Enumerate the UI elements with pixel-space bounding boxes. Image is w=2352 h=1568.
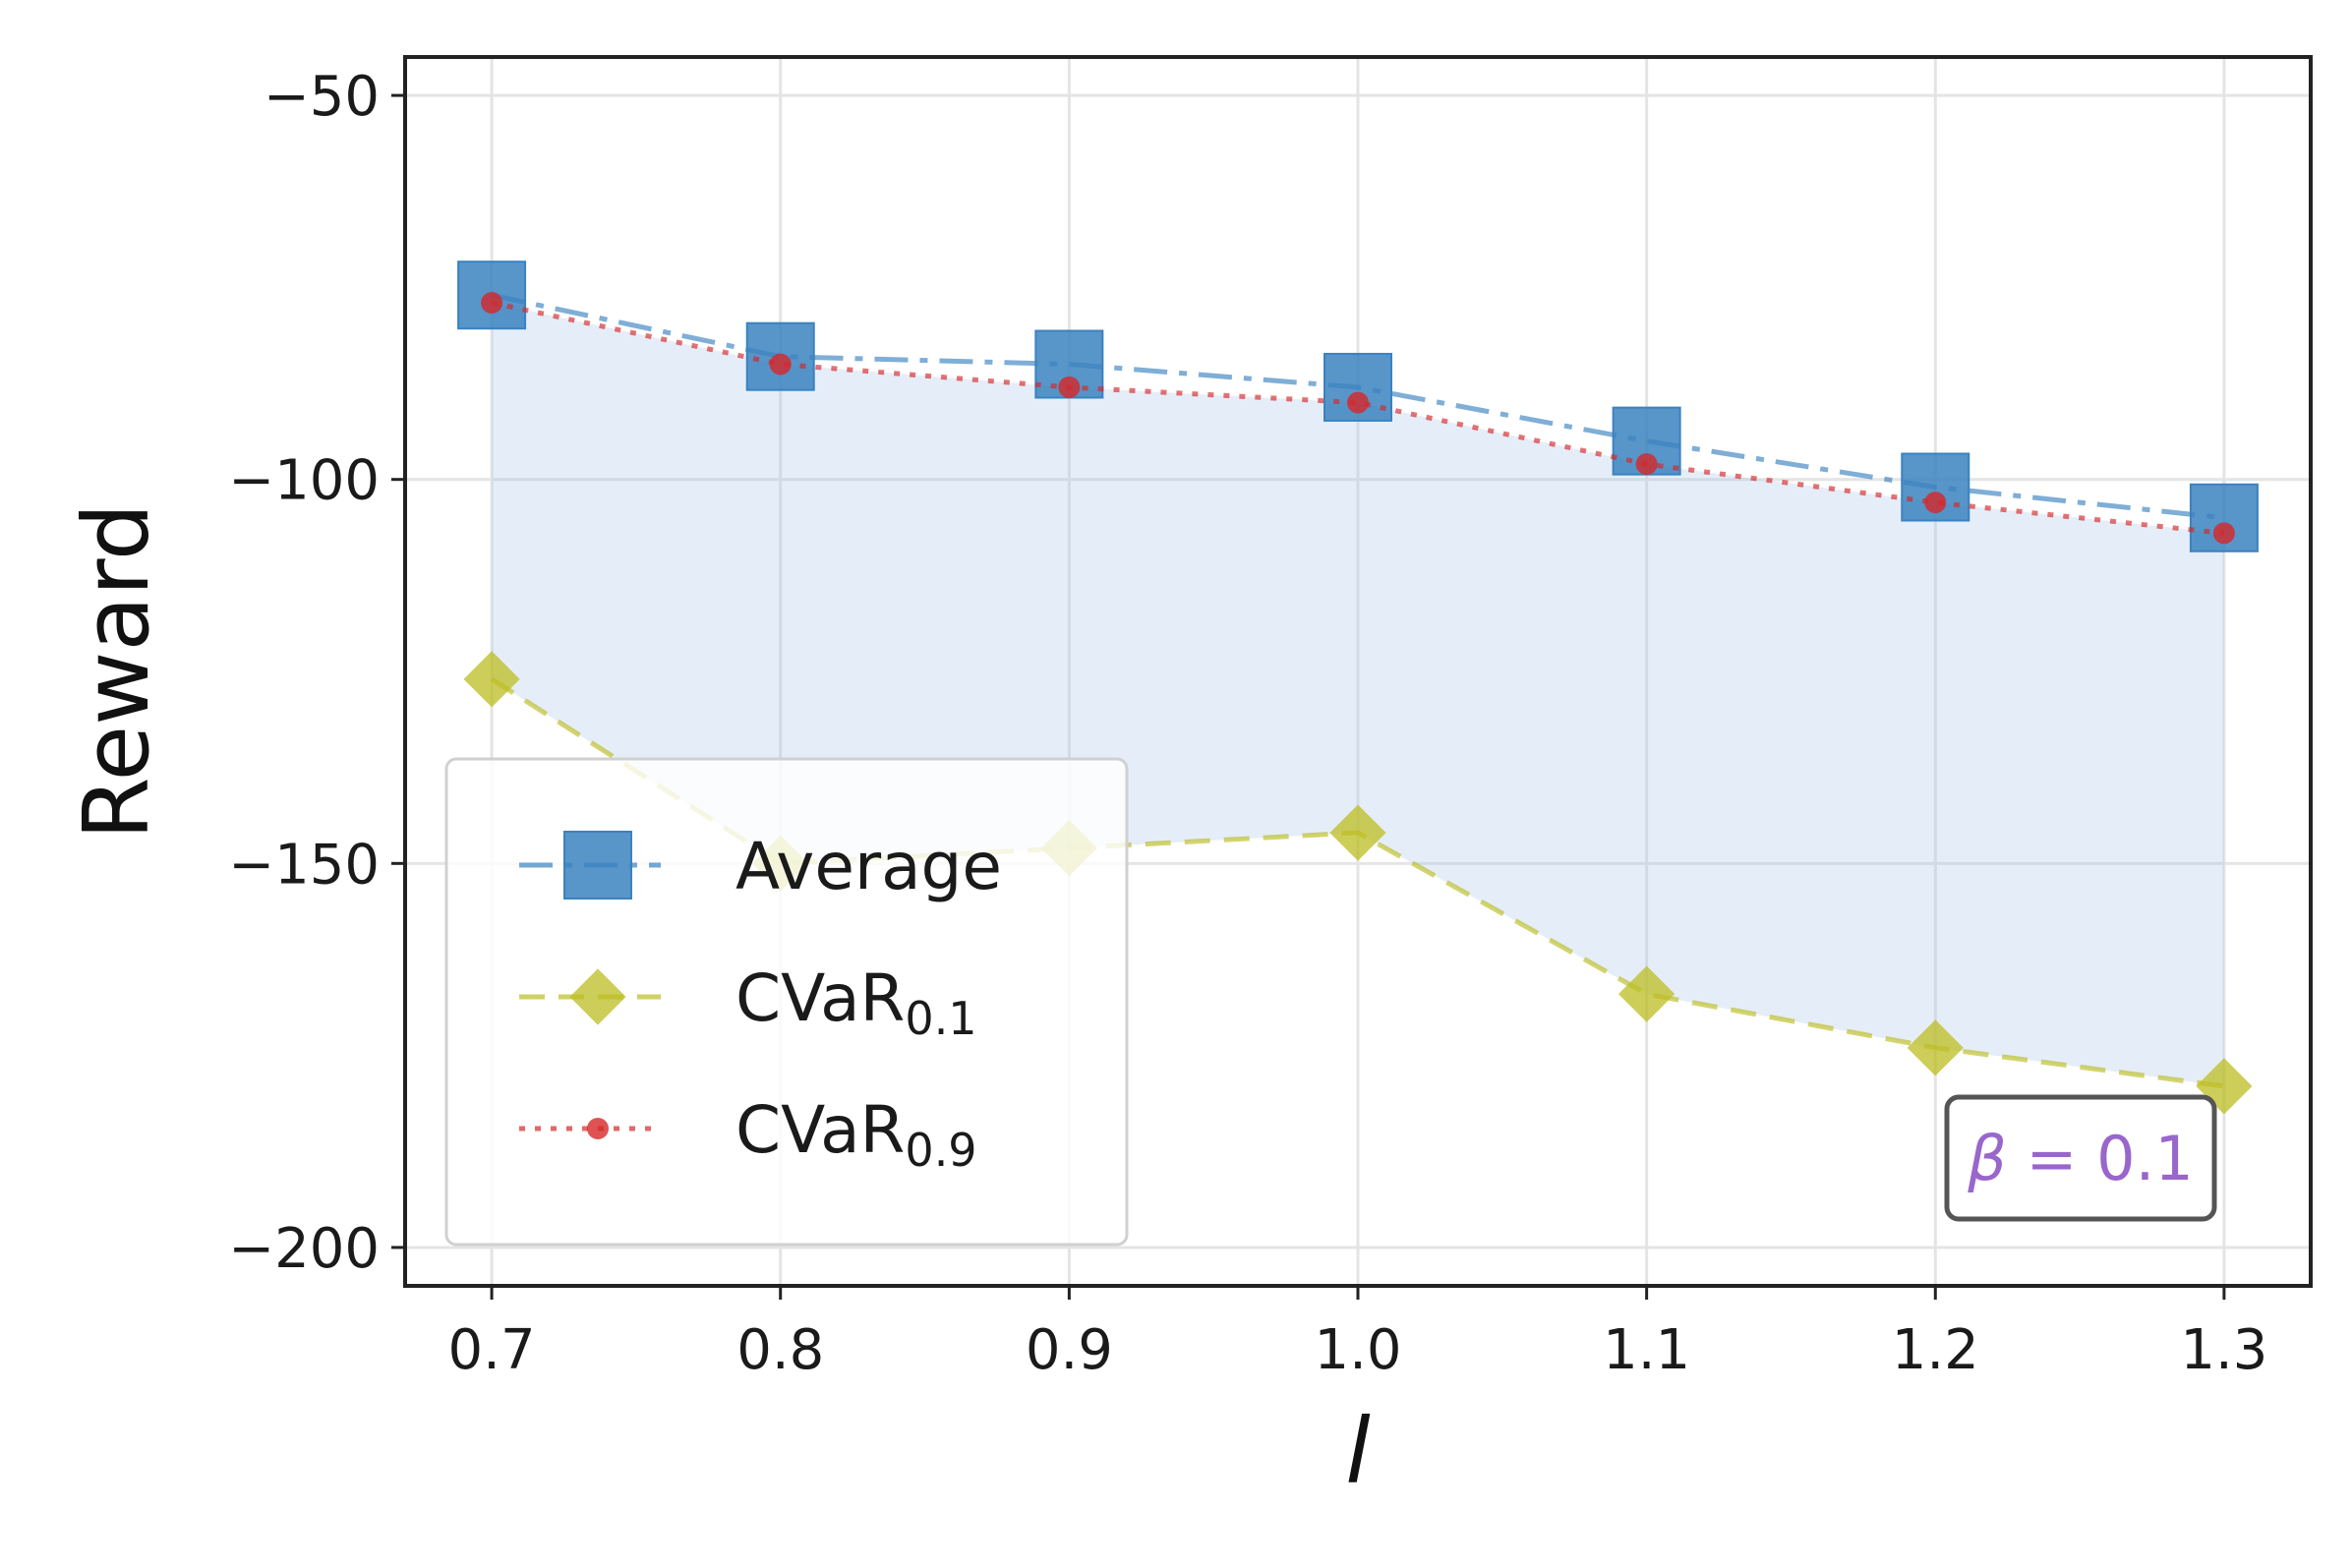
- legend-item-cvar09: CVaR0.9: [519, 1092, 977, 1177]
- x-tick-label: 0.8: [736, 1318, 824, 1382]
- beta-annotation: β = 0.1: [1944, 1094, 2217, 1222]
- data-point-cvar01: [1329, 804, 1386, 861]
- data-point-cvar09: [1058, 376, 1081, 398]
- data-point-cvar09: [1635, 453, 1658, 476]
- x-axis-label: l: [1345, 1399, 1371, 1504]
- y-tick-label: −100: [228, 449, 380, 513]
- data-point-cvar09: [769, 353, 792, 376]
- x-tick-label: 1.2: [1892, 1318, 1979, 1382]
- annotation-value: = 0.1: [2007, 1123, 2194, 1194]
- legend-label-cvar09: CVaR0.9: [735, 1092, 977, 1177]
- x-tick-label: 0.9: [1026, 1318, 1113, 1382]
- data-point-cvar01: [1907, 1019, 1964, 1076]
- data-point-cvar09: [481, 292, 503, 314]
- shaded-band: [492, 303, 2224, 1086]
- legend-label-cvar01: CVaR0.1: [735, 960, 977, 1045]
- legend-marker-cvar01: [569, 968, 626, 1025]
- legend-label-average: Average: [735, 829, 1002, 904]
- annotation-box: [1944, 1094, 2217, 1222]
- legend-item-average: Average: [519, 829, 1002, 904]
- series-cvar09: [481, 292, 2235, 545]
- x-tick-label: 0.7: [448, 1318, 536, 1382]
- data-point-cvar01: [1618, 965, 1676, 1022]
- y-tick-label: −200: [228, 1217, 380, 1281]
- data-point-cvar01: [463, 651, 520, 708]
- y-tick-label: −50: [264, 65, 380, 129]
- y-tick-label: −150: [228, 833, 380, 897]
- x-tick-label: 1.0: [1314, 1318, 1401, 1382]
- axis-ticks: 0.7 0.8 0.9 1.0 1.1 1.2 1.3 −50 −100 −150 −200: [228, 65, 2267, 1382]
- legend-item-cvar01: CVaR0.1: [519, 960, 977, 1045]
- legend-marker-average: [563, 831, 632, 900]
- x-tick-label: 1.3: [2180, 1318, 2267, 1382]
- annotation-symbol: β: [1967, 1123, 2007, 1194]
- legend-marker-cvar09: [587, 1118, 609, 1139]
- x-tick-label: 1.1: [1603, 1318, 1690, 1382]
- data-point-cvar09: [1347, 391, 1369, 414]
- data-point-cvar09: [1924, 492, 1947, 514]
- data-point-cvar09: [2212, 522, 2235, 545]
- legend: Average CVaR0.1 CVaR0.9: [444, 757, 1129, 1247]
- y-axis-label: Reward: [64, 503, 169, 841]
- data-point-cvar01: [2196, 1058, 2253, 1115]
- annotation-text: β = 0.1: [1967, 1123, 2194, 1194]
- grid: [405, 57, 2311, 1286]
